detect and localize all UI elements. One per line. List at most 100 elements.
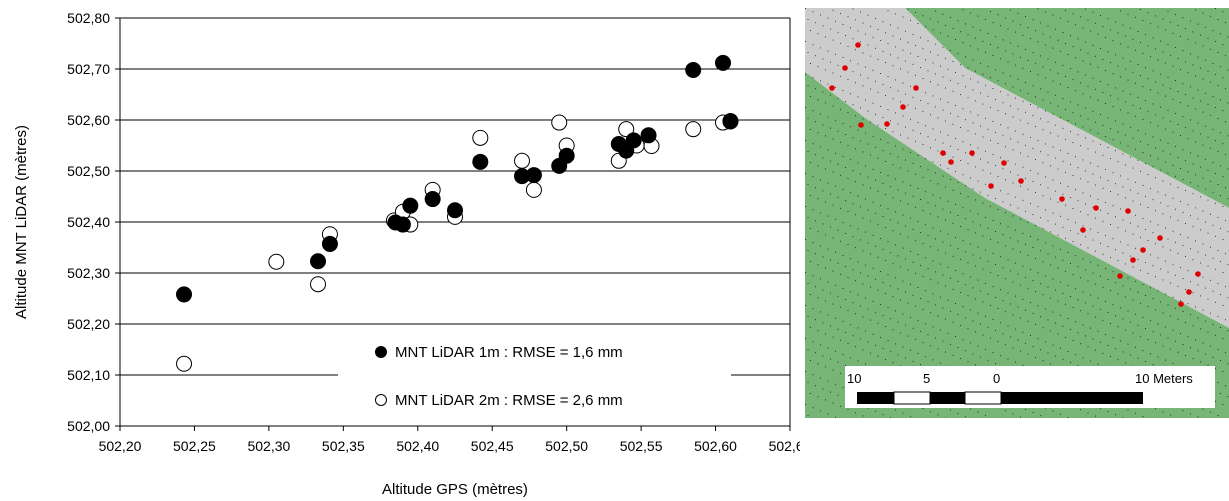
- lidar-point: [1110, 158, 1111, 159]
- x-tick-label: 502,65: [769, 438, 800, 454]
- lidar-point: [1012, 248, 1014, 250]
- lidar-point: [992, 352, 994, 353]
- lidar-point: [1065, 43, 1066, 44]
- lidar-point: [1145, 328, 1146, 329]
- lidar-point: [1102, 352, 1104, 354]
- lidar-point: [1015, 229, 1016, 231]
- lidar-point: [1062, 32, 1064, 33]
- lidar-point: [990, 172, 991, 174]
- lidar-point: [915, 173, 916, 175]
- lidar-point: [1137, 324, 1139, 326]
- lidar-point: [1117, 131, 1119, 133]
- lidar-point: [875, 278, 876, 280]
- lidar-point: [865, 264, 866, 266]
- lidar-point: [917, 353, 919, 354]
- lidar-point: [1160, 106, 1161, 108]
- lidar-point: [830, 193, 831, 195]
- lidar-point: [910, 349, 911, 351]
- lidar-point: [855, 115, 856, 117]
- lidar-point: [1152, 298, 1154, 300]
- lidar-point: [1150, 353, 1151, 355]
- lidar-point: [1060, 281, 1061, 283]
- lidar-point: [977, 411, 979, 413]
- lidar-point: [925, 191, 926, 193]
- lidar-point: [917, 122, 919, 123]
- lidar-point: [1157, 356, 1159, 358]
- lidar-point: [1205, 188, 1206, 190]
- lidar-point: [1005, 50, 1006, 52]
- lidar-point: [907, 8, 909, 10]
- lidar-point: [897, 288, 899, 290]
- gps-point: [842, 65, 848, 71]
- lidar-point: [982, 334, 984, 336]
- lidar-point: [905, 60, 906, 62]
- lidar-point: [1065, 109, 1066, 110]
- lidar-point: [942, 76, 944, 78]
- lidar-point: [1052, 410, 1054, 412]
- lidar-point: [967, 328, 969, 330]
- lidar-point: [1190, 215, 1191, 217]
- lidar-point: [1092, 44, 1094, 46]
- lidar-point: [1215, 235, 1216, 237]
- lidar-point: [1147, 240, 1149, 241]
- lidar-point: [1117, 32, 1119, 34]
- lidar-point: [1205, 92, 1206, 94]
- lidar-point: [870, 121, 871, 123]
- lidar-point: [1040, 22, 1041, 24]
- lidar-point: [907, 41, 909, 43]
- lidar-point: [1092, 173, 1094, 175]
- lidar-point: [877, 157, 879, 159]
- lidar-point: [982, 235, 984, 237]
- lidar-point: [1177, 58, 1179, 59]
- y-tick-label: 502,00: [67, 418, 110, 434]
- lidar-point: [967, 196, 969, 198]
- lidar-point: [902, 181, 904, 183]
- lidar-point: [1115, 282, 1116, 284]
- lidar-point: [1167, 76, 1169, 78]
- lidar-point: [1005, 410, 1006, 412]
- lidar-point: [875, 146, 876, 148]
- lidar-point: [1102, 92, 1104, 93]
- lidar-point: [1102, 154, 1104, 156]
- lidar-point: [1012, 116, 1014, 118]
- lidar-point: [1137, 64, 1139, 65]
- lidar-point: [930, 147, 931, 149]
- lidar-point: [902, 247, 904, 249]
- lidar-point: [807, 217, 809, 218]
- lidar-point: [882, 183, 884, 184]
- lidar-point: [930, 411, 931, 413]
- lidar-point: [910, 415, 911, 417]
- lidar-point: [1215, 8, 1216, 9]
- lidar-point: [1212, 356, 1214, 358]
- lidar-point: [982, 169, 984, 171]
- lidar-point: [855, 346, 856, 348]
- lidar-point: [925, 26, 926, 28]
- lidar-point: [1147, 339, 1149, 340]
- lidar-point: [1065, 171, 1066, 173]
- lidar-point: [935, 337, 936, 339]
- lidar-point: [1200, 361, 1201, 363]
- lidar-point: [862, 316, 864, 318]
- lidar-point: [955, 237, 956, 238]
- lidar-point: [892, 98, 894, 100]
- lidar-point: [1215, 41, 1216, 42]
- lidar-point: [857, 30, 859, 32]
- lidar-point: [1197, 416, 1199, 418]
- lidar-point: [835, 20, 836, 22]
- lidar-point: [1165, 161, 1166, 163]
- lidar-point: [827, 413, 829, 415]
- lidar-point: [892, 65, 894, 67]
- lidar-point: [1055, 190, 1056, 192]
- lidar-point: [932, 128, 934, 130]
- lidar-point: [1005, 146, 1006, 148]
- lidar-point: [1122, 417, 1124, 418]
- lidar-point: [900, 134, 901, 136]
- lidar-point: [1192, 325, 1194, 327]
- lidar-point: [1212, 96, 1214, 97]
- lidar-point: [915, 45, 916, 46]
- lidar-point: [1177, 91, 1179, 92]
- lidar-point: [845, 365, 846, 366]
- lidar-point: [842, 57, 844, 58]
- lidar-point: [810, 162, 811, 163]
- lidar-point: [940, 32, 941, 34]
